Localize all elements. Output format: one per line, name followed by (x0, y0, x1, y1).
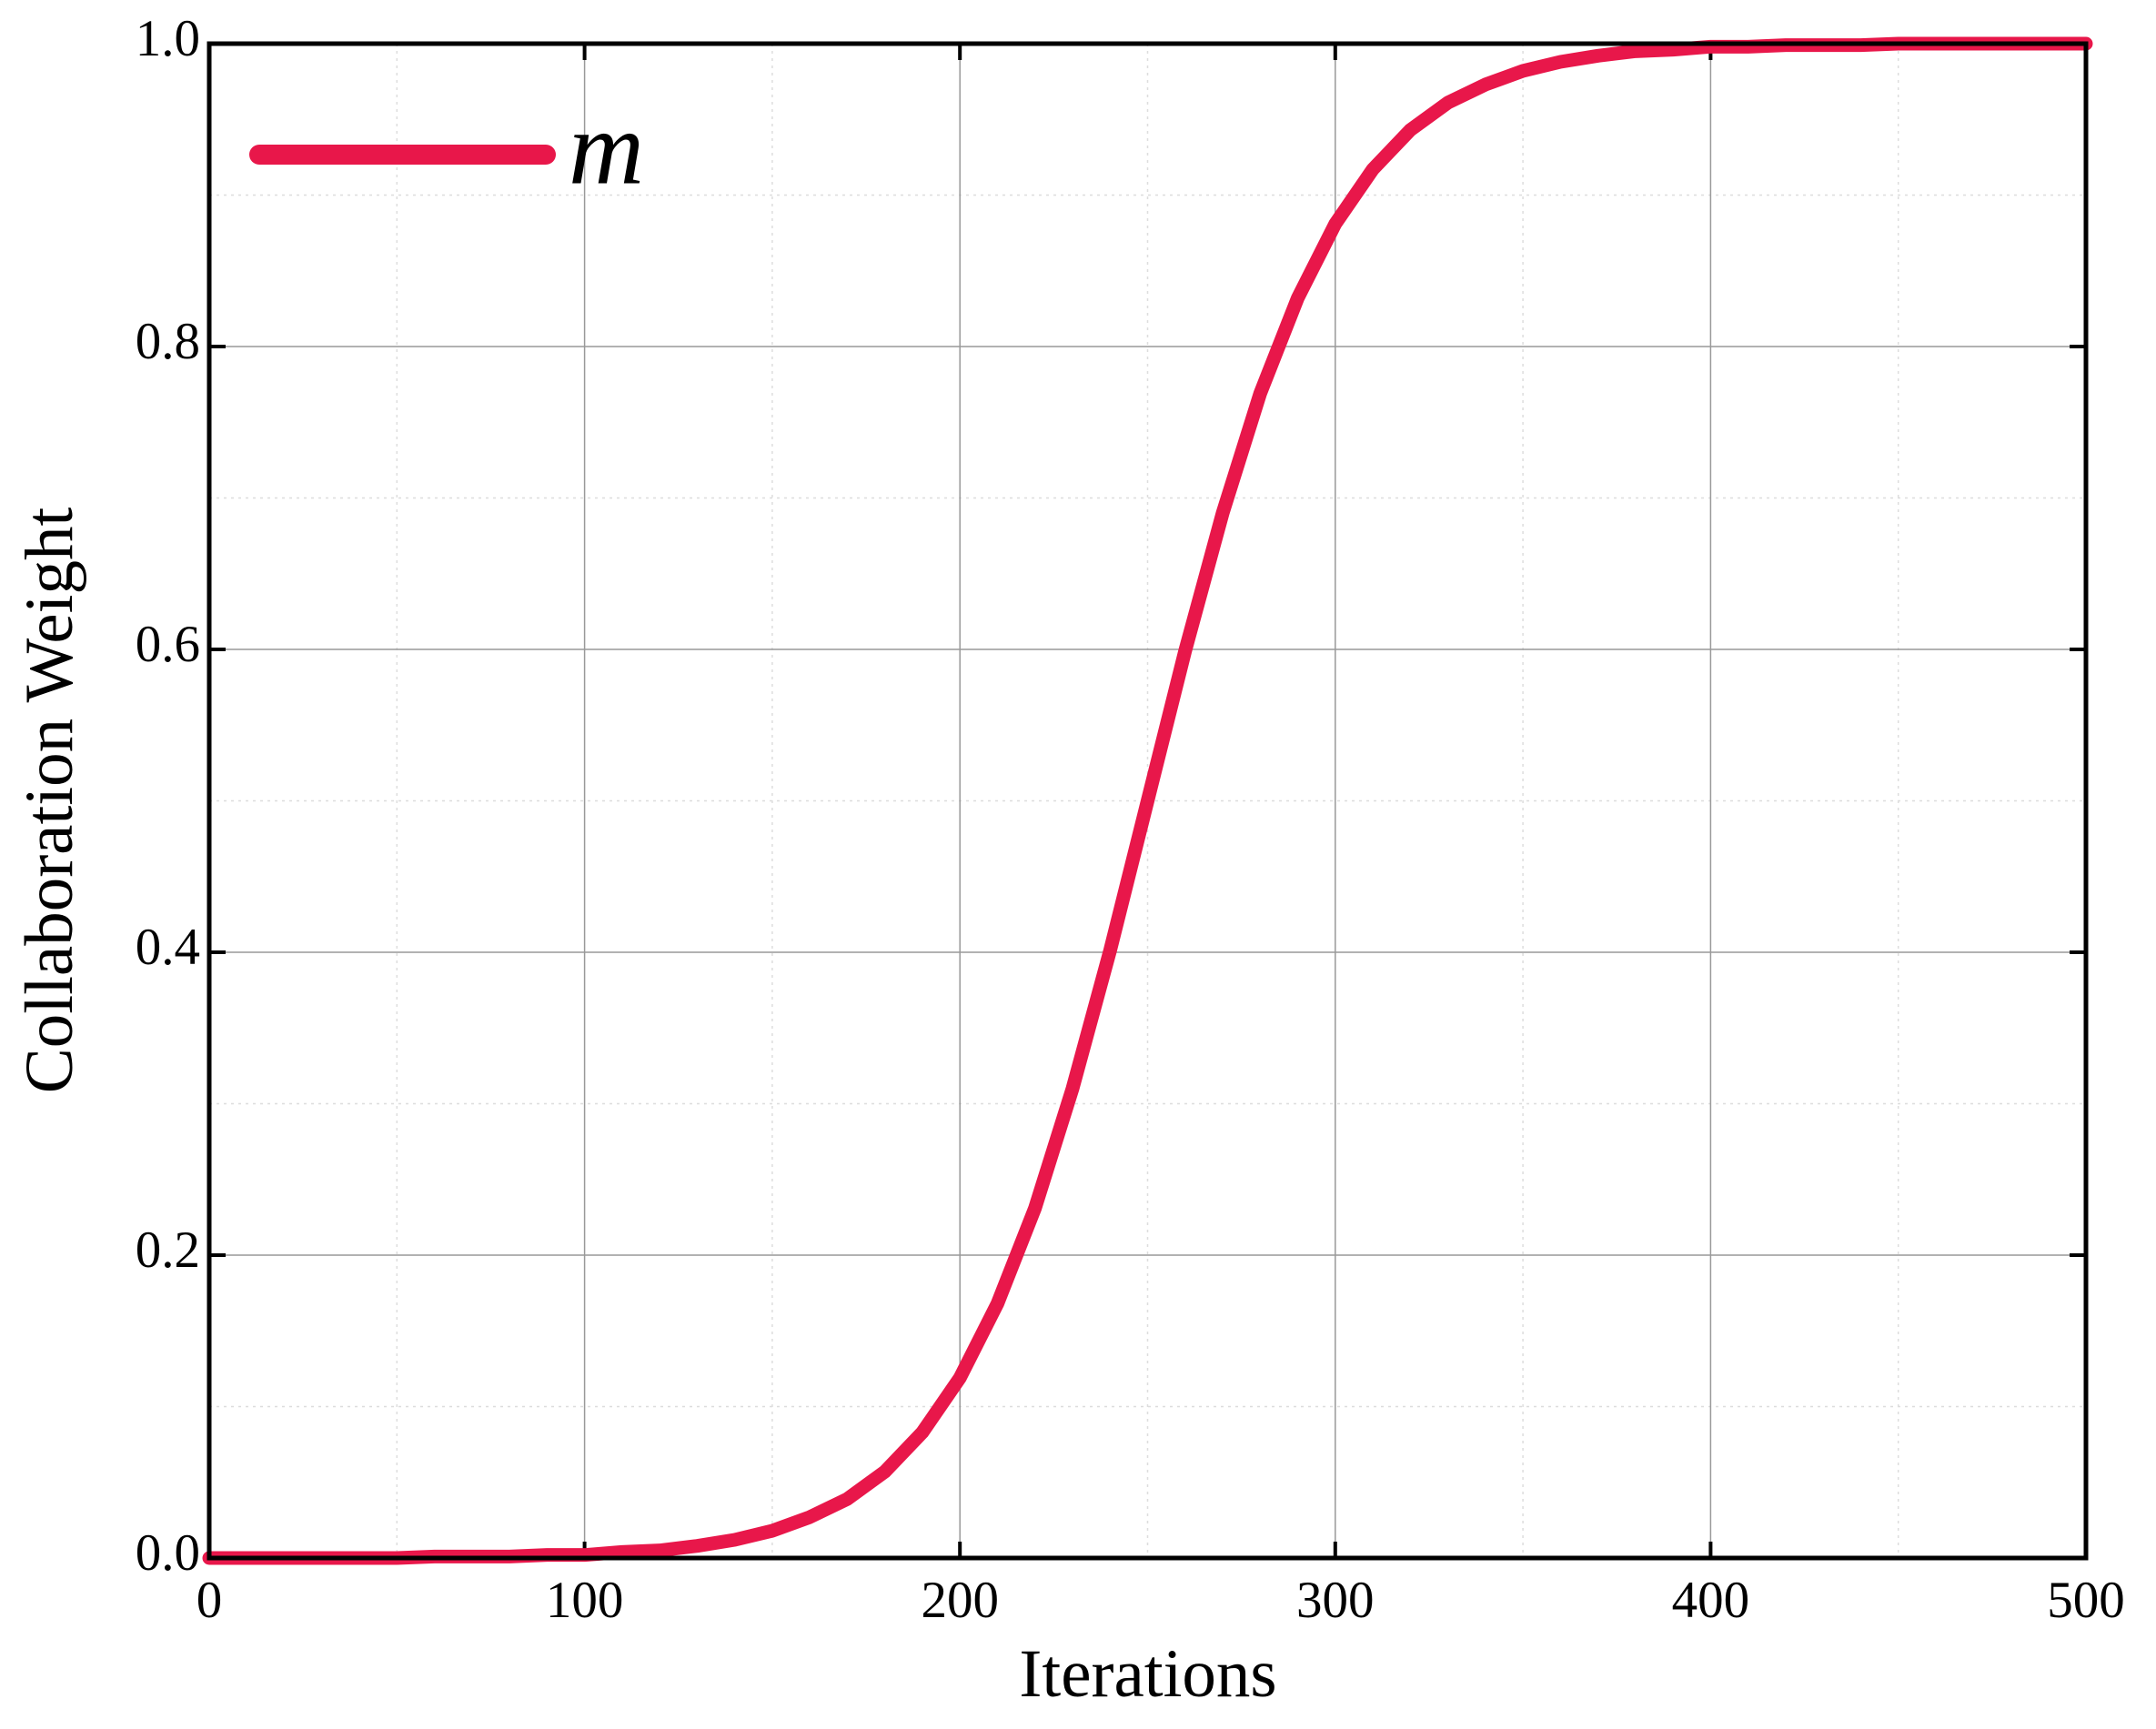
legend-label: m (569, 90, 644, 206)
plot-frame (207, 41, 2089, 1561)
y-tick-label: 1.0 (136, 10, 200, 67)
y-tick-label: 0.4 (136, 919, 200, 976)
x-tick-label: 500 (2047, 1572, 2125, 1629)
x-tick-label: 300 (1296, 1572, 1375, 1629)
x-tick-label: 0 (196, 1572, 223, 1629)
x-axis-label: Iterations (1019, 1636, 1276, 1712)
y-tick-label: 0.8 (136, 313, 200, 370)
x-tick-label: 400 (1672, 1572, 1750, 1629)
y-tick-label: 0.2 (136, 1221, 200, 1279)
y-tick-label: 0.6 (136, 616, 200, 673)
y-axis-label: Collaboration Weight (12, 508, 87, 1094)
y-tick-label: 0.0 (136, 1524, 200, 1582)
x-tick-label: 200 (921, 1572, 999, 1629)
x-tick-label: 100 (546, 1572, 624, 1629)
